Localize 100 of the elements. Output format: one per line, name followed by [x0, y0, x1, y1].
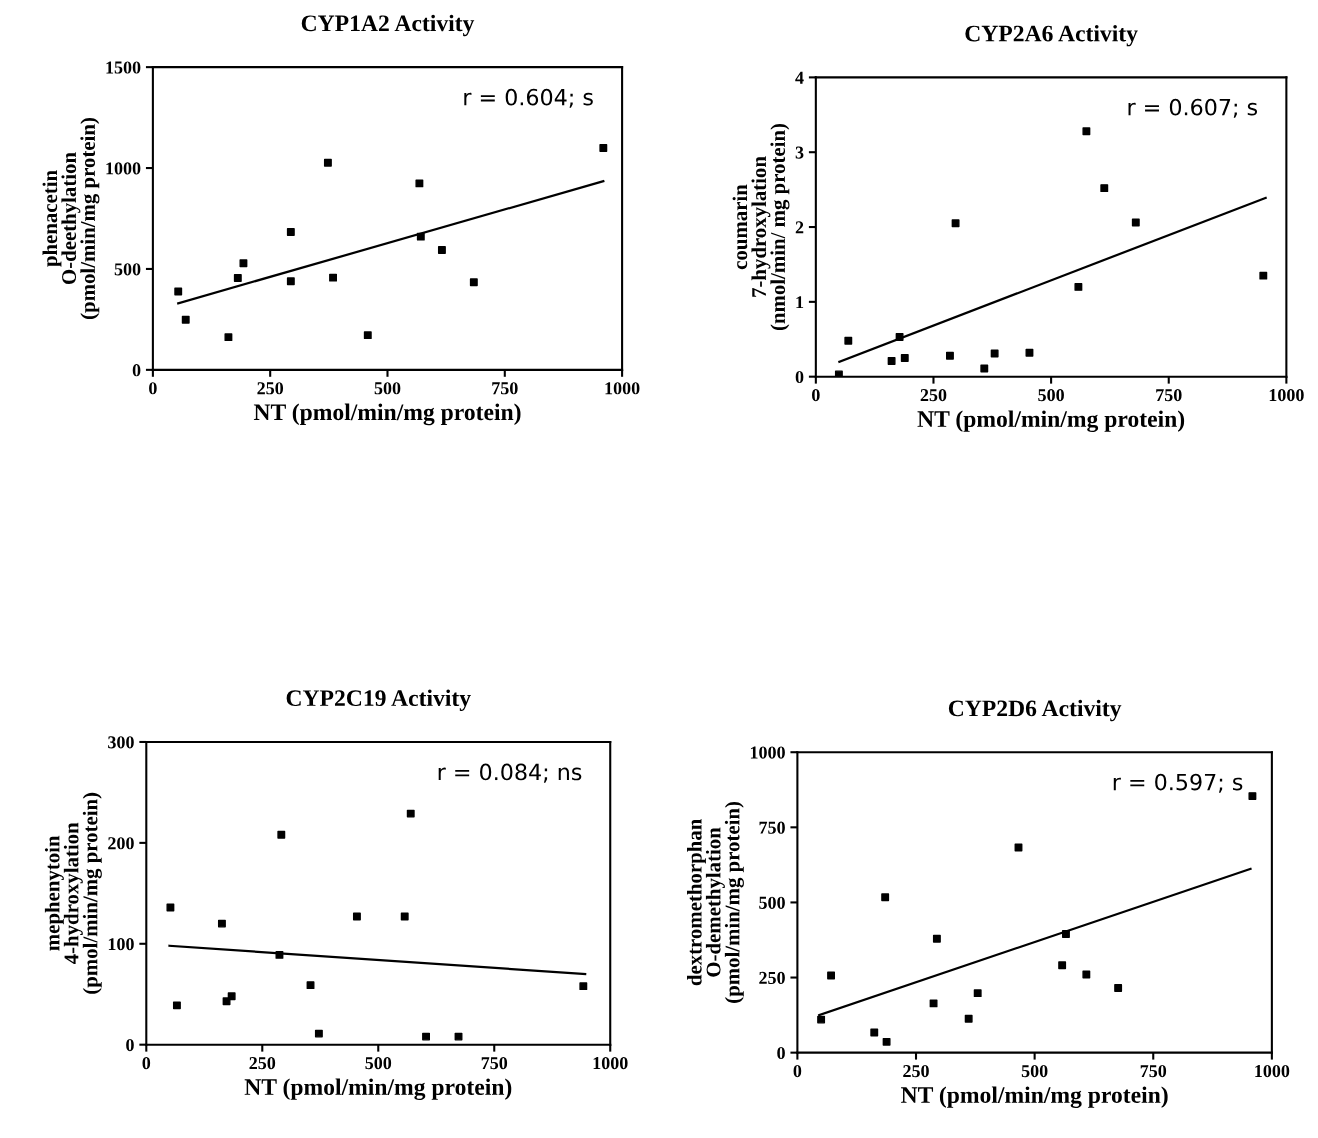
point	[454, 1032, 463, 1041]
x-tick-label: 750	[481, 1057, 508, 1070]
point	[834, 370, 843, 377]
y-tick-label: 0	[795, 370, 804, 384]
point	[239, 259, 248, 268]
y-tick-label: 100	[108, 938, 134, 951]
x-tick-label: 250	[903, 1064, 929, 1078]
point	[887, 357, 896, 365]
y-tick-label: 300	[108, 736, 134, 749]
annotation: r = 0.607; s	[1128, 98, 1258, 118]
point	[579, 982, 588, 991]
point	[817, 1015, 826, 1024]
point	[1248, 792, 1257, 801]
x-tick-label: 0	[142, 1057, 151, 1070]
annotation: r = 0.597; s	[1113, 773, 1243, 793]
point	[895, 333, 904, 341]
point	[415, 179, 424, 188]
point	[352, 912, 361, 921]
point	[406, 809, 415, 818]
point	[217, 919, 226, 928]
point	[990, 349, 999, 358]
point	[882, 1037, 891, 1046]
x-tick-label: 750	[1156, 389, 1182, 402]
x-axis-title: NT (pmol/min/mg protein)	[244, 1078, 512, 1101]
y-tick-label: 1500	[106, 61, 141, 74]
y-tick-label: 4	[795, 71, 804, 84]
point	[437, 246, 446, 254]
point	[400, 912, 409, 921]
point	[1082, 127, 1091, 136]
x-axis-title: NT (pmol/min/mg protein)	[901, 1086, 1168, 1108]
x-tick-label: 1000	[1269, 389, 1304, 402]
x-axis-title: NT (pmol/min/mg protein)	[253, 403, 521, 426]
point	[174, 287, 183, 296]
y-tick-label: 500	[759, 896, 785, 909]
y-tick-label: 1000	[106, 162, 141, 175]
point	[224, 333, 233, 342]
y-tick-label: 1	[796, 296, 804, 309]
point	[314, 1029, 323, 1038]
point	[222, 997, 231, 1006]
y-tick-label: 0	[132, 364, 141, 377]
point	[1061, 930, 1070, 938]
point	[980, 364, 989, 373]
point	[329, 273, 338, 282]
point	[323, 158, 332, 167]
y-tick-label: 0	[126, 1038, 134, 1052]
x-tick-label: 1000	[605, 382, 640, 395]
annotation: r = 0.604; s	[464, 88, 593, 108]
x-tick-label: 0	[812, 389, 820, 402]
point	[1131, 218, 1140, 227]
point	[599, 144, 608, 153]
point	[964, 1014, 973, 1023]
point	[973, 989, 982, 998]
point	[1082, 970, 1091, 979]
point	[1058, 961, 1067, 970]
point	[881, 893, 890, 902]
x-tick-label: 1000	[1255, 1064, 1290, 1078]
point	[286, 228, 295, 236]
x-tick-label: 0	[149, 382, 157, 395]
x-tick-label: 250	[257, 382, 284, 395]
y-tick-label: 750	[759, 821, 785, 834]
x-tick-label: 750	[492, 382, 518, 395]
y-tick-label: 250	[759, 971, 785, 984]
point	[1025, 348, 1034, 357]
point	[416, 232, 425, 241]
y-tick-label: 200	[108, 837, 134, 850]
x-tick-label: 500	[1021, 1064, 1048, 1078]
y-tick-label: 1000	[750, 746, 785, 759]
point	[929, 999, 938, 1008]
point	[844, 336, 853, 345]
point	[945, 351, 954, 360]
y-tick-label: 3	[795, 146, 804, 159]
y-tick-label: 2	[795, 221, 804, 234]
y-tick-label: 0	[777, 1046, 785, 1060]
point	[181, 315, 190, 324]
chart-title: CYP2D6 Activity	[948, 699, 1122, 722]
y-axis-title: phenacetin O-deethylation (pmol/min/mg protein)	[42, 118, 100, 319]
point	[932, 934, 941, 943]
chart-title: CYP2C19 Activity	[286, 689, 471, 711]
point	[469, 278, 478, 287]
point	[306, 981, 315, 990]
point	[166, 903, 175, 912]
chart-title: CYP2A6 Activity	[965, 24, 1138, 47]
chart-title: CYP1A2 Activity	[301, 14, 475, 37]
y-axis-title: coumarin 7-hydroxylation (nmol/min/ mg protein)	[732, 123, 790, 331]
annotation: r = 0.084; ns	[438, 763, 582, 783]
point	[1074, 282, 1083, 291]
point	[951, 219, 960, 228]
x-tick-label: 500	[365, 1057, 392, 1070]
point	[1259, 271, 1268, 280]
point	[1100, 184, 1109, 193]
point	[422, 1032, 431, 1041]
point	[900, 354, 909, 362]
x-tick-label: 500	[374, 382, 401, 395]
point	[827, 971, 836, 980]
point	[870, 1028, 879, 1037]
x-tick-label: 1000	[593, 1057, 628, 1070]
x-tick-label: 250	[920, 389, 947, 402]
y-axis-title: dextromethorphan O-demethylation (pmol/min/mg protein)	[687, 801, 744, 1003]
point	[233, 274, 242, 282]
point	[172, 1001, 181, 1010]
